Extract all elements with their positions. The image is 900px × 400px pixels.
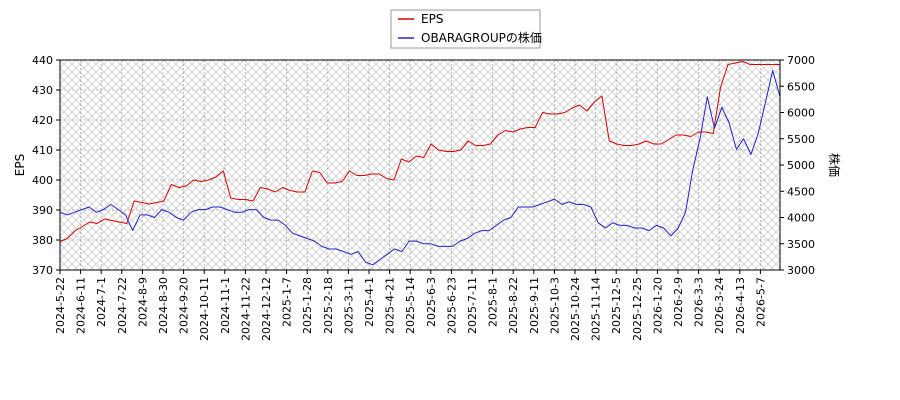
x-tick-label: 2025-10-3 [548, 277, 561, 334]
x-tick-label: 2024-12-12 [260, 277, 273, 341]
eps-line [59, 61, 780, 242]
left-axis-title: EPS [13, 154, 27, 176]
legend-label-stock: OBARAGROUPの株価 [421, 30, 542, 45]
x-tick-label: 2024-5-22 [54, 277, 67, 334]
left-tick-label: 430 [32, 84, 53, 97]
x-tick-label: 2025-3-11 [342, 277, 355, 334]
right-tick-label: 4500 [787, 185, 815, 198]
right-tick-label: 4000 [787, 212, 815, 225]
x-tick-label: 2025-7-11 [466, 277, 479, 334]
x-tick-label: 2025-10-24 [569, 277, 582, 341]
x-tick-label: 2025-6-23 [445, 277, 458, 334]
left-tick-label: 390 [32, 204, 53, 217]
left-tick-label: 440 [32, 54, 53, 67]
right-tick-label: 3500 [787, 238, 815, 251]
right-tick-label: 5500 [787, 133, 815, 146]
x-tick-label: 2024-11-22 [239, 277, 252, 341]
right-tick-label: 6000 [787, 107, 815, 120]
x-tick-label: 2024-7-1 [95, 277, 108, 327]
right-axis-title: 株価 [827, 153, 842, 177]
x-tick-label: 2026-3-3 [693, 277, 706, 327]
x-tick-label: 2025-9-11 [528, 277, 541, 334]
plot-area-hatch [60, 60, 780, 270]
left-tick-label: 400 [32, 174, 53, 187]
x-tick-label: 2025-12-25 [631, 277, 644, 341]
x-tick-label: 2024-8-9 [136, 277, 149, 327]
x-tick-label: 2026-2-9 [672, 277, 685, 327]
x-tick-label: 2026-1-20 [651, 277, 664, 334]
x-tick-label: 2025-6-3 [425, 277, 438, 327]
x-tick-label: 2025-1-7 [281, 277, 294, 327]
x-tick-label: 2025-12-5 [610, 277, 623, 334]
x-tick-label: 2024-6-11 [75, 277, 88, 334]
right-tick-label: 6500 [787, 80, 815, 93]
x-tick-label: 2024-7-22 [116, 277, 129, 334]
x-tick-label: 2026-5-7 [754, 277, 767, 327]
x-tick-label: 2025-4-1 [363, 277, 376, 327]
x-tick-label: 2025-11-14 [590, 277, 603, 341]
grid-lines [60, 60, 780, 270]
x-tick-label: 2024-9-20 [178, 277, 191, 334]
left-tick-label: 410 [32, 144, 53, 157]
x-tick-label: 2025-2-18 [322, 277, 335, 334]
right-tick-label: 7000 [787, 54, 815, 67]
x-tick-label: 2025-5-14 [404, 277, 417, 334]
x-axis-ticks: 2024-5-22 2024-6-11 2024-7-1 2024-7-22 2024-… [54, 270, 767, 341]
left-tick-label: 380 [32, 234, 53, 247]
x-tick-label: 2024-10-11 [198, 277, 211, 341]
x-tick-label: 2026-3-24 [713, 277, 726, 334]
stock-price-line [59, 70, 781, 266]
right-tick-label: 5000 [787, 159, 815, 172]
left-tick-label: 420 [32, 114, 53, 127]
legend-label-eps: EPS [421, 12, 443, 26]
right-axis-ticks: 3000 3500 4000 4500 5000 5500 6000 6500 7000 [780, 54, 815, 277]
legend-box [390, 9, 541, 49]
x-tick-label: 2025-8-1 [487, 277, 500, 327]
right-tick-label: 3000 [787, 264, 815, 277]
x-tick-label: 2024-11-1 [219, 277, 232, 334]
x-tick-label: 2025-1-28 [301, 277, 314, 334]
series-layer [59, 61, 781, 266]
legend: EPS OBARAGROUPの株価 [390, 9, 542, 49]
x-tick-label: 2024-8-30 [157, 277, 170, 334]
x-tick-label: 2025-8-22 [507, 277, 520, 334]
x-tick-label: 2026-4-13 [734, 277, 747, 334]
left-axis-ticks: 370 380 390 400 410 420 430 440 [32, 54, 60, 277]
x-tick-label: 2025-4-21 [384, 277, 397, 334]
left-tick-label: 370 [32, 264, 53, 277]
